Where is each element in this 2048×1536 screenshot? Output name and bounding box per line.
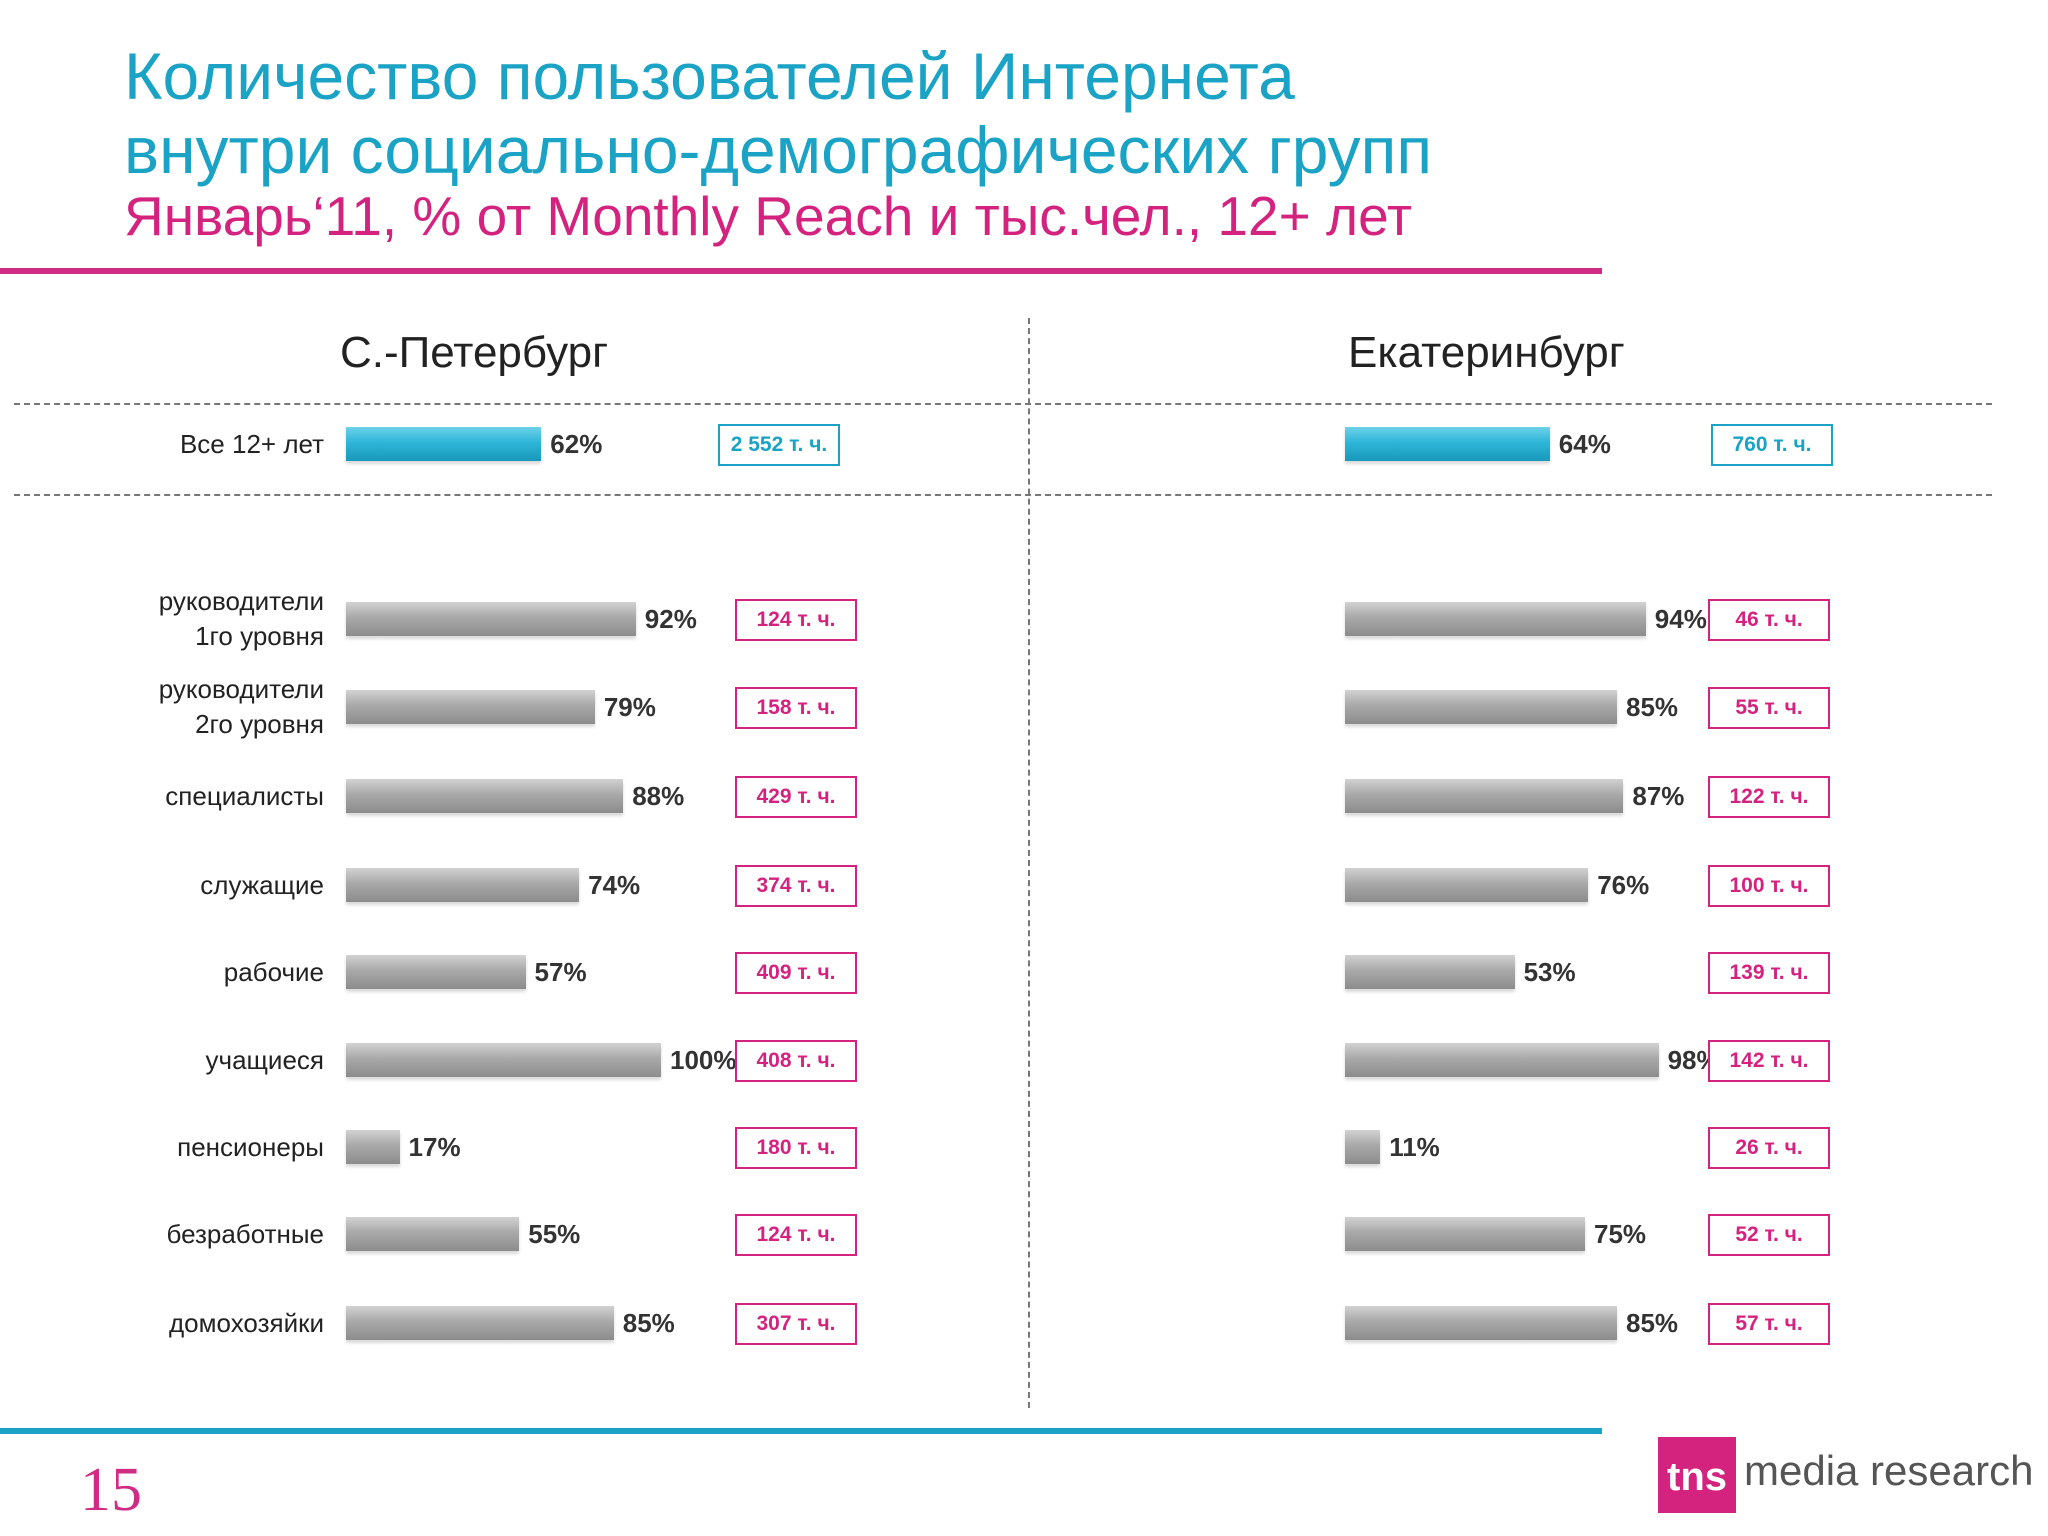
divider-vertical: [1028, 318, 1030, 1408]
spb-bar: [346, 955, 526, 989]
spb-bar: [346, 690, 595, 724]
category-label: специалисты: [165, 780, 324, 811]
city-title-spb: С.-Петербург: [340, 328, 609, 377]
city-title-ekb: Екатеринбург: [1348, 328, 1625, 377]
category-label: безработные: [166, 1218, 324, 1249]
title-line-1: Количество пользователей Интернета: [124, 39, 1295, 113]
ekb-bar: [1345, 1217, 1585, 1251]
category-label: учащиеся: [205, 1044, 324, 1075]
logo-mark: tns: [1658, 1437, 1736, 1513]
spb-audience-box: 124 т. ч.: [735, 1214, 857, 1256]
ekb-audience-box: 122 т. ч.: [1708, 776, 1830, 818]
ekb-audience-box: 760 т. ч.: [1711, 424, 1833, 466]
spb-audience-box: 180 т. ч.: [735, 1127, 857, 1169]
spb-value-label: 17%: [408, 1132, 461, 1162]
spb-audience-box: 374 т. ч.: [735, 865, 857, 907]
spb-audience-box: 124 т. ч.: [735, 599, 857, 641]
spb-bar: [346, 1306, 614, 1340]
ekb-bar: [1345, 427, 1550, 461]
ekb-bar: [1345, 955, 1515, 989]
category-label: руководители 1го уровня: [158, 586, 324, 651]
ekb-audience-box: 52 т. ч.: [1708, 1214, 1830, 1256]
ekb-bar: [1345, 1306, 1617, 1340]
ekb-value-label: 64%: [1558, 429, 1611, 459]
title-line-2: внутри социально-демографических групп: [124, 113, 1433, 187]
spb-value-label: 62%: [550, 429, 603, 459]
spb-audience-box: 158 т. ч.: [735, 687, 857, 729]
spb-audience-box: 408 т. ч.: [735, 1040, 857, 1082]
ekb-value-label: 94%: [1654, 604, 1707, 634]
spb-bar: [346, 1217, 520, 1251]
bottom-rule: [0, 1428, 1602, 1434]
ekb-audience-box: 26 т. ч.: [1708, 1127, 1830, 1169]
spb-value-label: 74%: [588, 870, 641, 900]
spb-value-label: 79%: [603, 692, 656, 722]
spb-audience-box: 429 т. ч.: [735, 776, 857, 818]
ekb-audience-box: 100 т. ч.: [1708, 865, 1830, 907]
ekb-value-label: 75%: [1594, 1219, 1647, 1249]
category-label: Все 12+ лет: [179, 428, 324, 459]
category-label: домохозяйки: [169, 1307, 324, 1338]
spb-bar: [346, 1130, 400, 1164]
ekb-audience-box: 57 т. ч.: [1708, 1303, 1830, 1345]
ekb-value-label: 85%: [1626, 692, 1679, 722]
spb-audience-box: 409 т. ч.: [735, 952, 857, 994]
subtitle: Январь‘11, % от Monthly Reach и тыс.чел.…: [124, 185, 1413, 247]
spb-value-label: 57%: [534, 957, 587, 987]
ekb-bar: [1345, 690, 1617, 724]
divider-top: [14, 403, 1992, 405]
spb-value-label: 55%: [528, 1219, 581, 1249]
spb-bar: [346, 779, 624, 813]
spb-bar: [346, 1043, 661, 1077]
ekb-bar: [1345, 602, 1646, 636]
spb-value-label: 92%: [644, 604, 697, 634]
spb-bar: [346, 602, 636, 636]
ekb-audience-box: 139 т. ч.: [1708, 952, 1830, 994]
ekb-value-label: 53%: [1523, 957, 1576, 987]
ekb-bar: [1345, 779, 1624, 813]
category-label: служащие: [200, 869, 324, 900]
ekb-value-label: 85%: [1626, 1308, 1679, 1338]
ekb-audience-box: 55 т. ч.: [1708, 687, 1830, 729]
logo-text: media research: [1744, 1447, 2034, 1494]
ekb-value-label: 87%: [1632, 781, 1685, 811]
ekb-audience-box: 142 т. ч.: [1708, 1040, 1830, 1082]
ekb-bar: [1345, 1043, 1659, 1077]
spb-value-label: 100%: [670, 1045, 737, 1075]
ekb-bar: [1345, 868, 1589, 902]
ekb-bar: [1345, 1130, 1381, 1164]
spb-audience-box: 307 т. ч.: [735, 1303, 857, 1345]
category-label: пенсионеры: [177, 1131, 324, 1162]
spb-value-label: 85%: [622, 1308, 675, 1338]
spb-bar: [346, 427, 542, 461]
page-number: 15: [80, 1456, 142, 1524]
spb-bar: [346, 868, 580, 902]
divider-bottom: [14, 494, 1992, 496]
spb-value-label: 88%: [632, 781, 685, 811]
top-rule: [0, 268, 1602, 274]
spb-audience-box: 2 552 т. ч.: [718, 424, 840, 466]
ekb-audience-box: 46 т. ч.: [1708, 599, 1830, 641]
ekb-value-label: 11%: [1389, 1132, 1440, 1162]
category-label: руководители 2го уровня: [158, 674, 324, 739]
ekb-value-label: 76%: [1597, 870, 1650, 900]
category-label: рабочие: [223, 956, 324, 987]
